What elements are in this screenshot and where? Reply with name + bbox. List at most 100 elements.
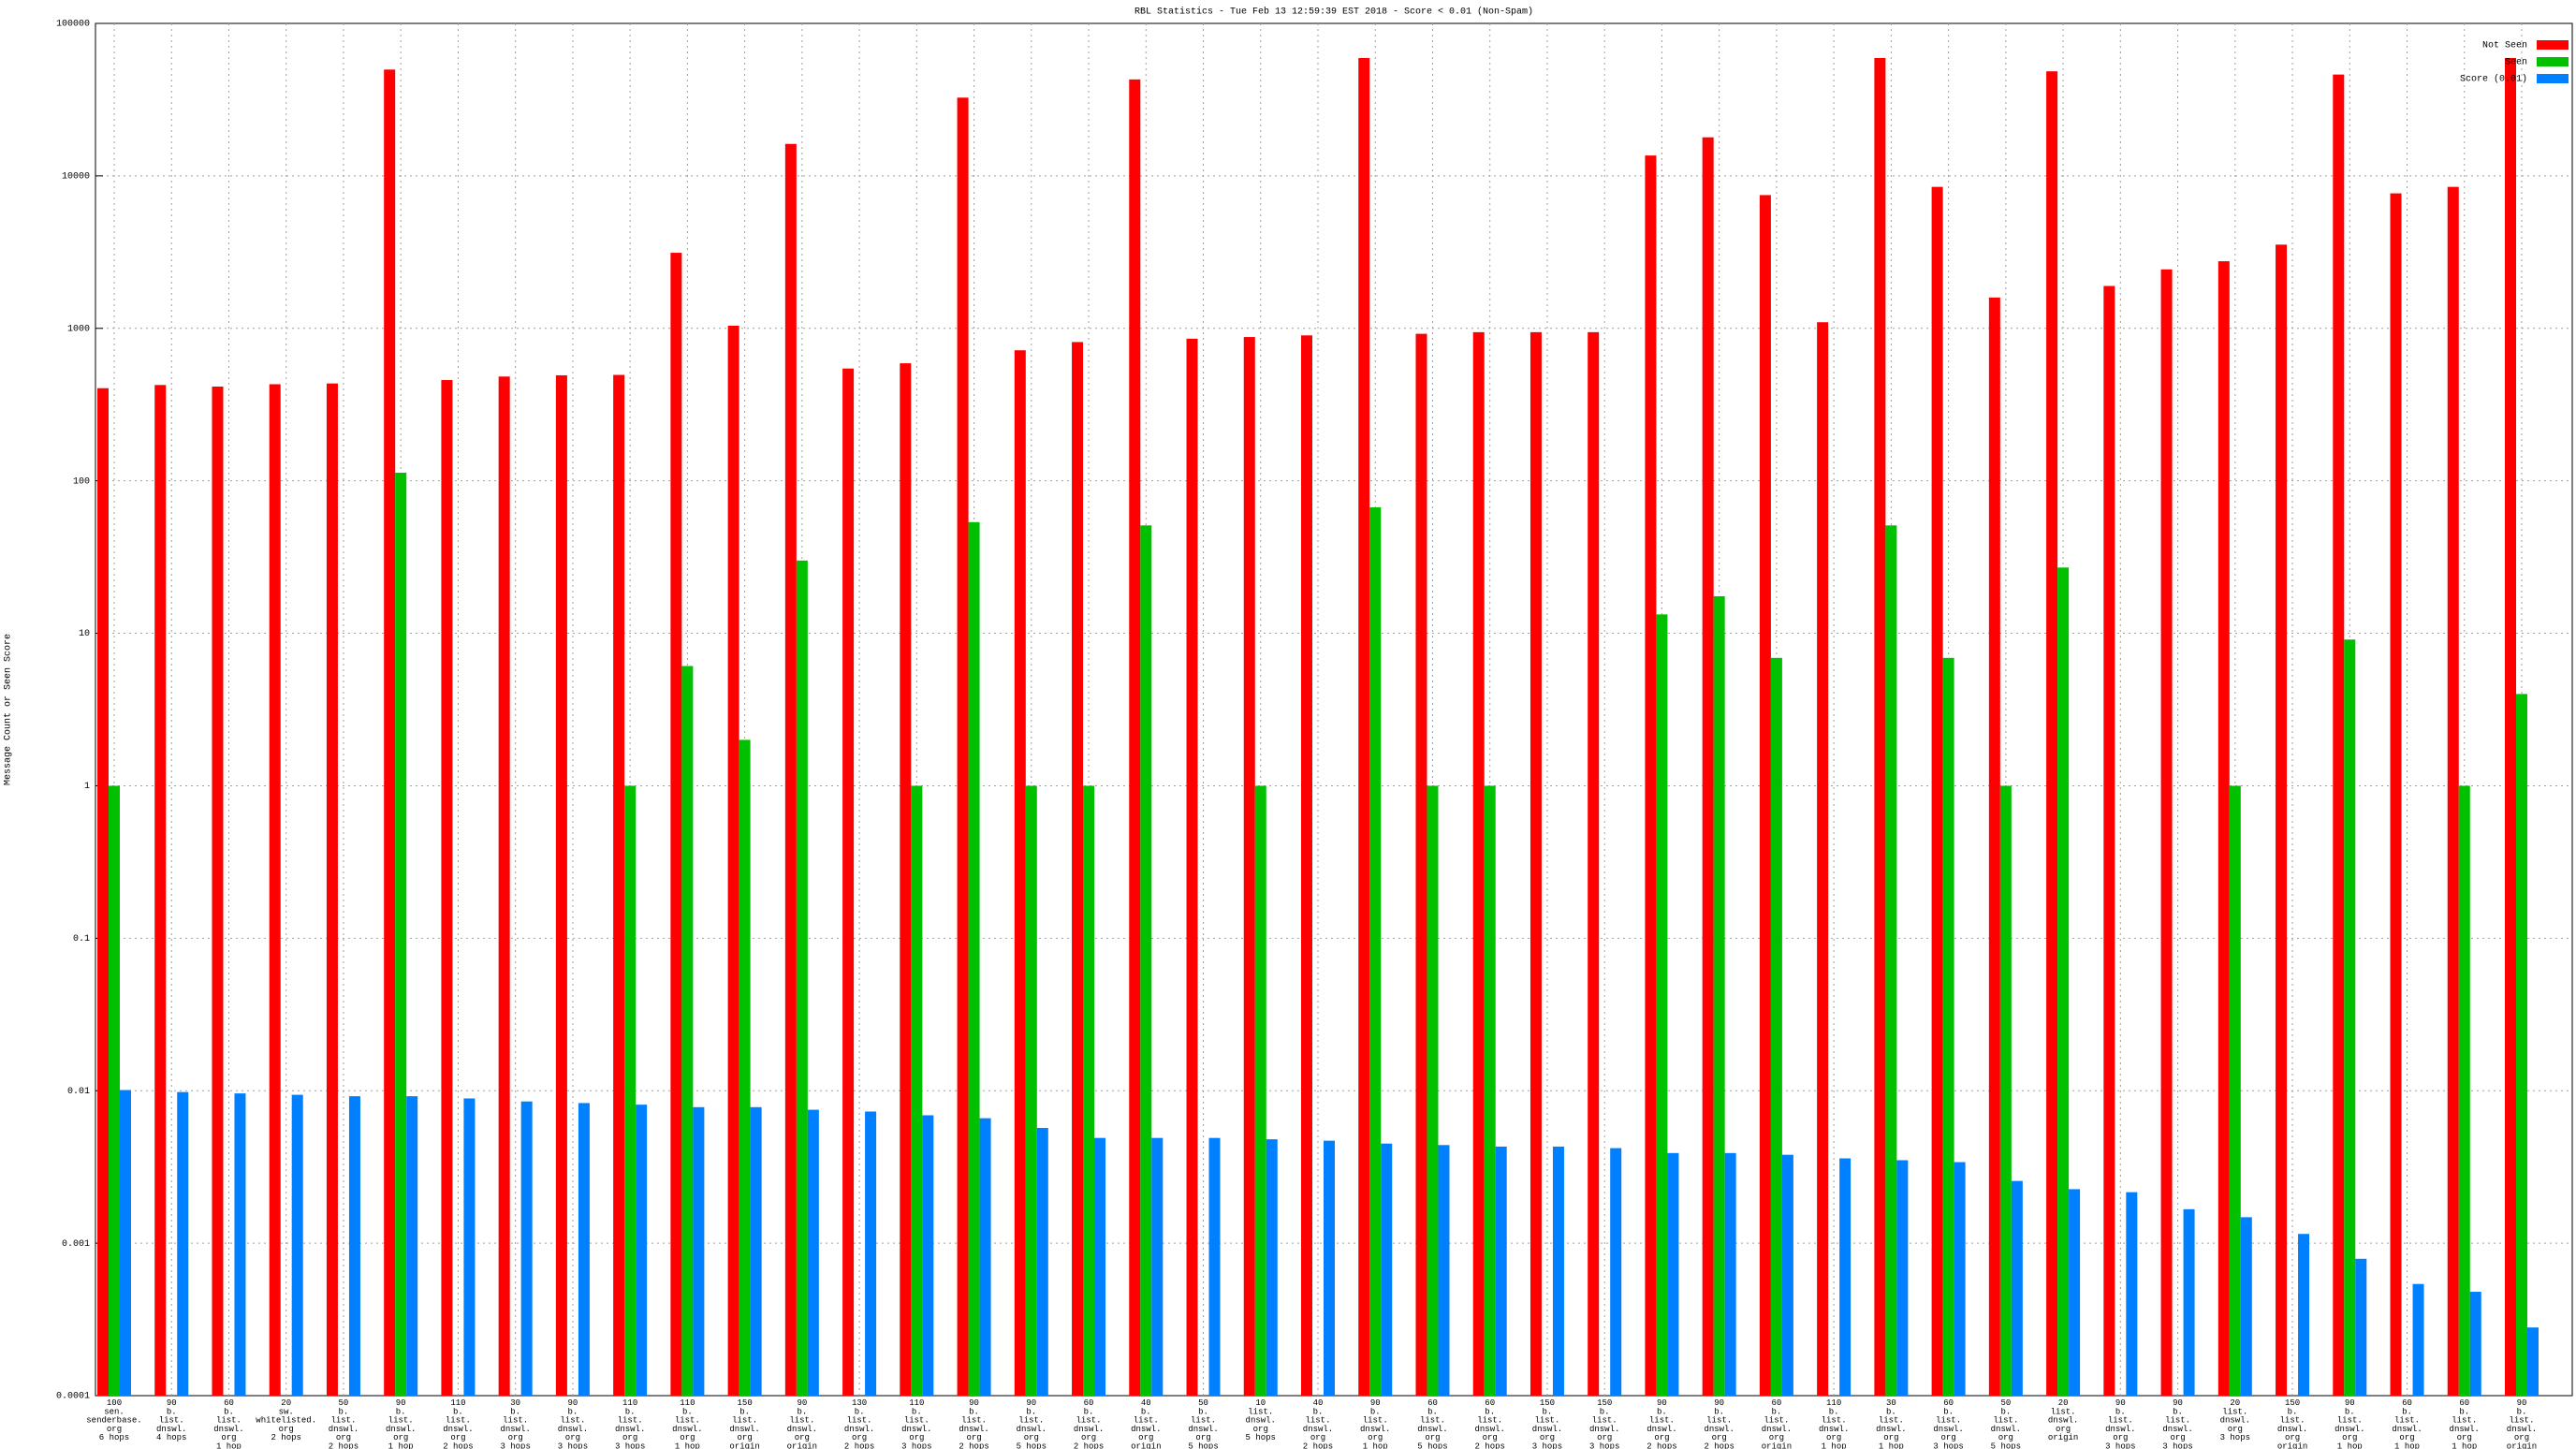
bar (922, 1115, 934, 1396)
bar (2103, 285, 2115, 1396)
x-tick-label: 130 b. list. dnswl. org 2 hops (844, 1398, 874, 1449)
bar (1358, 57, 1370, 1396)
x-tick-label: 30 b. list. dnswl. org 1 hop (1876, 1398, 1906, 1449)
bar (796, 560, 808, 1396)
bar (1381, 1143, 1393, 1396)
x-tick-label: 90 b. list. dnswl. org 1 hop (2334, 1398, 2364, 1449)
bar (1495, 1146, 1507, 1396)
bar (2011, 1180, 2023, 1396)
bar (463, 1098, 476, 1396)
bar (2126, 1192, 2138, 1396)
x-tick-label: 150 b. list. dnswl. org 3 hops (1532, 1398, 1562, 1449)
bar (1484, 785, 1496, 1396)
bar (807, 1109, 819, 1396)
bar (784, 143, 797, 1396)
bar (1208, 1137, 1221, 1396)
x-tick-label: 90 b. list. dnswl. org 1 hop (1360, 1398, 1390, 1449)
bar (2298, 1234, 2310, 1396)
x-tick-label: 60 b. list. dnswl. org 1 hop (2450, 1398, 2480, 1449)
bar (2240, 1217, 2252, 1396)
bar (212, 386, 224, 1396)
bar (1770, 657, 1782, 1396)
bar (520, 1101, 533, 1396)
bar (1817, 322, 1829, 1397)
bar (1415, 333, 1427, 1396)
legend-label: Seen (2505, 58, 2527, 68)
x-tick-label: 110 b. list. dnswl. org 3 hops (615, 1398, 645, 1449)
bar (1036, 1127, 1048, 1396)
bar (1129, 79, 1141, 1396)
bar (1301, 335, 1312, 1396)
bar (1610, 1148, 1622, 1396)
bar (865, 1111, 877, 1396)
x-tick-label: 20 sw. whitelisted. org 2 hops (256, 1398, 316, 1442)
bar (1702, 137, 1714, 1397)
x-tick-label: 60 b. list. dnswl. org 1 hop (2392, 1398, 2422, 1449)
bar (348, 1096, 360, 1396)
bar (2046, 71, 2058, 1396)
bar (395, 473, 407, 1397)
bar (1713, 595, 1725, 1396)
bar (670, 253, 682, 1397)
bar (498, 376, 510, 1396)
bar (2057, 567, 2070, 1396)
bar (1243, 337, 1255, 1396)
bar (2447, 186, 2459, 1397)
y-tick-label: 10 (79, 629, 90, 639)
x-tick-label: 110 b. list. dnswl. org 2 hops (443, 1398, 473, 1449)
bar (1014, 350, 1026, 1396)
legend-swatch (2537, 57, 2569, 66)
bar (555, 374, 567, 1396)
x-tick-label: 150 b. list. dnswl. org origin (729, 1398, 759, 1449)
bar (1759, 195, 1771, 1396)
bar (1530, 331, 1542, 1397)
bar (727, 326, 739, 1397)
bar (1988, 297, 2000, 1396)
bar (1552, 1146, 1564, 1396)
bar (842, 368, 855, 1397)
bar (1588, 331, 1600, 1397)
y-tick-label: 1000 (67, 324, 90, 334)
bar (2412, 1283, 2424, 1396)
x-tick-label: 50 b. list. dnswl. org 5 hops (1188, 1398, 1218, 1449)
x-tick-label: 110 b. list. dnswl. org 1 hop (672, 1398, 702, 1449)
bar (2069, 1189, 2081, 1396)
x-tick-label: 110 b. list. dnswl. org 1 hop (1819, 1398, 1849, 1449)
y-tick-label: 0.001 (62, 1239, 90, 1250)
bar (1472, 331, 1485, 1397)
bar (2469, 1292, 2481, 1396)
bar (1874, 57, 1886, 1396)
bar (739, 739, 751, 1396)
bar (750, 1106, 762, 1396)
bar (2333, 74, 2345, 1396)
x-tick-label: 90 b. list. dnswl. org 3 hops (2162, 1398, 2192, 1449)
bar (1324, 1140, 1335, 1396)
x-tick-label: 90 b. list. dnswl. org 3 hops (2105, 1398, 2135, 1449)
bar (2217, 261, 2230, 1396)
bar (2505, 57, 2516, 1396)
bar (1942, 657, 1954, 1396)
bar (1254, 785, 1266, 1396)
x-tick-label: 90 b. list. dnswl. org 2 hops (1647, 1398, 1676, 1449)
bar (1025, 785, 1037, 1396)
bar (1931, 186, 1943, 1397)
x-tick-label: 10 list. dnswl. org 5 hops (1246, 1398, 1276, 1442)
bar (1896, 1160, 1909, 1396)
x-tick-label: 20 list. dnswl. org 3 hops (2220, 1398, 2250, 1442)
x-tick-label: 90 b. list. dnswl. org origin (787, 1398, 817, 1449)
bar (1999, 785, 2012, 1396)
bar (269, 384, 281, 1396)
bar (97, 388, 109, 1396)
bar (681, 666, 694, 1396)
bar (154, 385, 167, 1396)
y-tick-label: 1 (84, 782, 90, 792)
x-tick-label: 60 b. list. dnswl. org 2 hops (1074, 1398, 1104, 1449)
bar (1645, 155, 1657, 1397)
bar (1438, 1145, 1450, 1396)
bar (2458, 785, 2470, 1396)
bar (624, 785, 637, 1396)
bar (2276, 244, 2288, 1396)
legend-label: Score (0.01) (2460, 74, 2527, 85)
bar (1083, 785, 1095, 1396)
bar (406, 1096, 418, 1396)
